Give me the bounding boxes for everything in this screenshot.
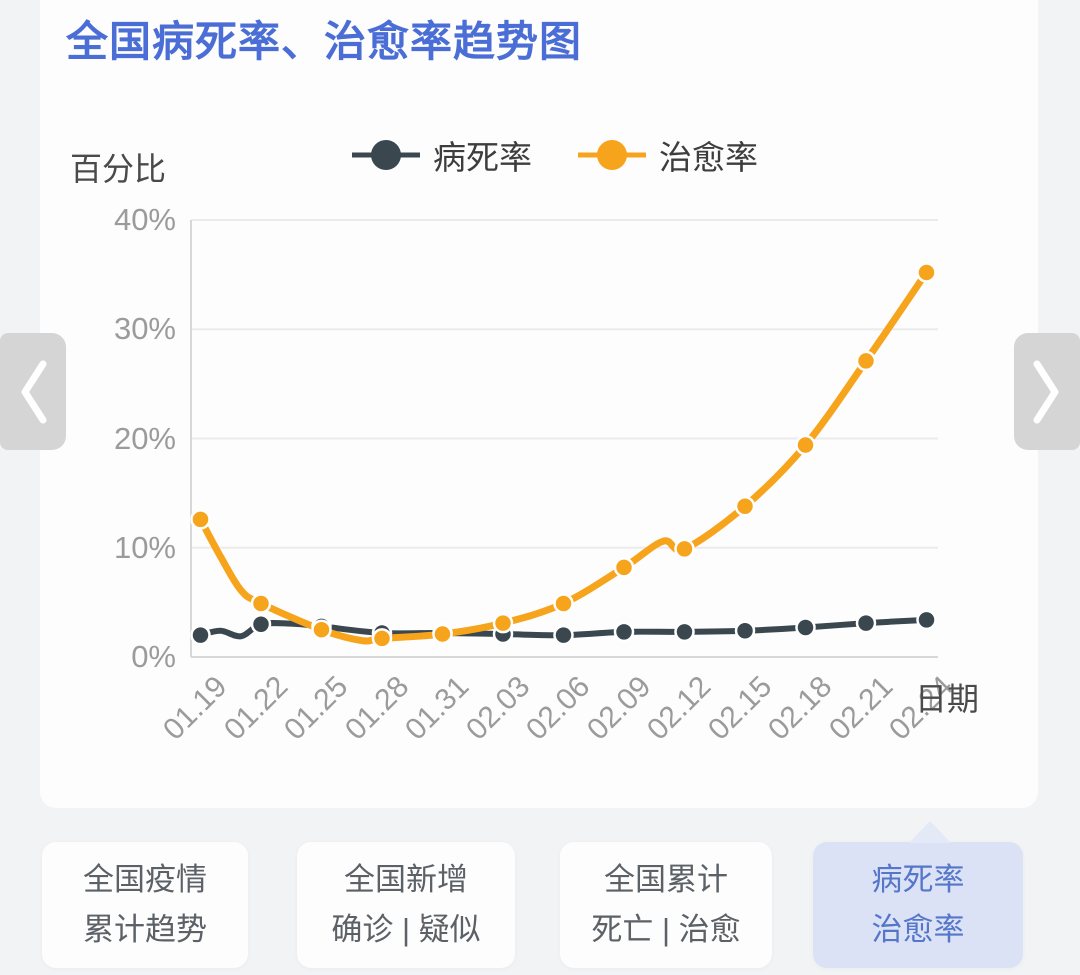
cure-rate-point-02.03[interactable]	[492, 612, 514, 634]
chart-card: 全国病死率、治愈率趋势图 百分比 病死率 治愈率	[40, 0, 1038, 808]
cure-rate-point-02.09[interactable]	[613, 557, 635, 578]
cure-rate-point-01.25[interactable]	[311, 619, 332, 640]
tab-label-line: 累计趋势	[83, 912, 207, 947]
tab-label-line: 死亡 | 治愈	[591, 912, 741, 947]
y-axis-tick-label: 20%	[113, 420, 176, 456]
chevron-left-icon	[21, 360, 47, 423]
tab-label-line: 全国疫情	[83, 862, 207, 897]
cure-rate-point-01.19[interactable]	[190, 509, 211, 530]
tab-fatality-cure-rate[interactable]: 病死率 治愈率	[813, 821, 1023, 968]
chart-title: 全国病死率、治愈率趋势图	[66, 18, 583, 65]
legend-label-death-rate: 病死率	[433, 139, 532, 176]
active-tab-notch	[909, 821, 951, 843]
cure-rate-point-01.28[interactable]	[371, 628, 393, 649]
legend-item-cure-rate[interactable]: 治愈率	[576, 131, 758, 179]
tab-label-line: 病死率	[871, 862, 965, 897]
tab-national-cumulative-death-cured[interactable]: 全国累计 死亡 | 治愈	[560, 842, 772, 968]
cure-rate-line	[197, 268, 930, 645]
tab-national-new-confirmed-suspected[interactable]: 全国新增 确诊 | 疑似	[297, 842, 515, 968]
cure-rate-point-02.06[interactable]	[553, 593, 574, 614]
y-axis-unit-label: 百分比	[70, 151, 167, 187]
cure-rate-point-02.15[interactable]	[734, 495, 756, 517]
y-axis-tick-label: 0%	[131, 639, 176, 674]
death-rate-point-02.06[interactable]	[553, 624, 574, 646]
next-chart-button[interactable]	[1014, 333, 1080, 450]
death-rate-line	[197, 616, 930, 640]
tab-label-line: 治愈率	[871, 912, 965, 947]
chevron-right-icon	[1033, 360, 1059, 423]
tab-label-line: 全国新增	[344, 862, 468, 897]
cure-rate-point-01.22[interactable]	[250, 593, 272, 614]
death-rate-point-01.22[interactable]	[250, 613, 272, 635]
x-axis-unit-label: 日期	[915, 681, 980, 717]
death-rate-point-02.21[interactable]	[855, 612, 877, 634]
death-rate-point-02.09[interactable]	[613, 621, 635, 643]
y-axis-tick-label: 30%	[113, 311, 176, 347]
cure-rate-point-02.18[interactable]	[795, 434, 816, 456]
chart-tab-bar: 全国疫情 累计趋势 全国新增 确诊 | 疑似 全国累计 死亡 | 治愈 病死率 …	[0, 821, 1080, 968]
death-rate-point-01.19[interactable]	[190, 624, 211, 646]
death-rate-point-02.12[interactable]	[674, 621, 695, 643]
prev-chart-button[interactable]	[0, 333, 66, 450]
death-rate-legend-marker-icon	[352, 140, 420, 170]
tab-national-cumulative-trend[interactable]: 全国疫情 累计趋势	[42, 842, 248, 968]
cure-rate-point-02.12[interactable]	[674, 538, 695, 560]
y-axis-tick-label: 40%	[113, 202, 176, 237]
cure-rate-point-02.21[interactable]	[855, 350, 877, 372]
legend-label-cure-rate: 治愈率	[659, 139, 758, 176]
tab-label-line: 确诊 | 疑似	[331, 912, 481, 947]
cure-rate-point-01.31[interactable]	[432, 623, 453, 645]
death-rate-point-02.24[interactable]	[916, 609, 937, 631]
death-rate-point-02.15[interactable]	[734, 620, 756, 642]
death-rate-point-02.18[interactable]	[795, 617, 816, 638]
cure-rate-point-02.24[interactable]	[916, 262, 937, 283]
cure-rate-legend-marker-icon	[578, 140, 646, 170]
tab-label-line: 全国累计	[604, 862, 728, 897]
chart-legend: 病死率 治愈率	[350, 131, 758, 179]
legend-item-death-rate[interactable]: 病死率	[350, 131, 532, 179]
y-axis-tick-label: 10%	[113, 529, 176, 565]
